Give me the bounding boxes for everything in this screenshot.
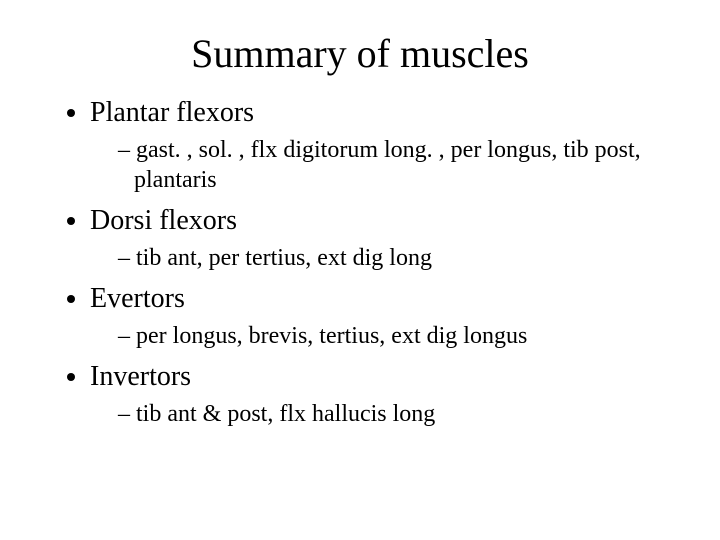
- list-item: Plantar flexors gast. , sol. , flx digit…: [90, 97, 670, 195]
- sub-list-item: tib ant, per tertius, ext dig long: [118, 243, 670, 273]
- bullet-list: Plantar flexors gast. , sol. , flx digit…: [50, 97, 670, 429]
- list-item: Invertors tib ant & post, flx hallucis l…: [90, 361, 670, 429]
- list-item: Dorsi flexors tib ant, per tertius, ext …: [90, 205, 670, 273]
- sub-list: gast. , sol. , flx digitorum long. , per…: [90, 135, 670, 195]
- list-item-label: Evertors: [90, 283, 185, 314]
- list-item-label: Plantar flexors: [90, 97, 254, 128]
- sub-list-item: per longus, brevis, tertius, ext dig lon…: [118, 321, 670, 351]
- list-item-label: Dorsi flexors: [90, 205, 237, 236]
- sub-list: per longus, brevis, tertius, ext dig lon…: [90, 321, 670, 351]
- sub-list: tib ant, per tertius, ext dig long: [90, 243, 670, 273]
- list-item: Evertors per longus, brevis, tertius, ex…: [90, 283, 670, 351]
- list-item-label: Invertors: [90, 361, 191, 392]
- sub-list-item: gast. , sol. , flx digitorum long. , per…: [118, 135, 670, 195]
- slide-title: Summary of muscles: [50, 30, 670, 77]
- sub-list-item: tib ant & post, flx hallucis long: [118, 399, 670, 429]
- slide: Summary of muscles Plantar flexors gast.…: [0, 0, 720, 540]
- sub-list: tib ant & post, flx hallucis long: [90, 399, 670, 429]
